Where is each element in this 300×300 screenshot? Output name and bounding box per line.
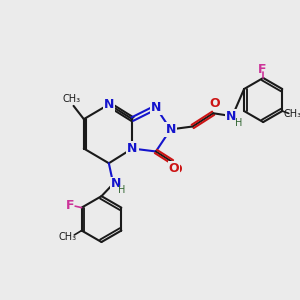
Text: O: O xyxy=(209,97,220,110)
Text: N: N xyxy=(104,98,114,111)
Text: N: N xyxy=(165,123,176,136)
Text: H: H xyxy=(235,118,242,128)
Text: CH₃: CH₃ xyxy=(62,94,81,104)
Text: N: N xyxy=(226,110,236,123)
Text: F: F xyxy=(257,63,266,76)
Text: N: N xyxy=(110,177,121,190)
Text: H: H xyxy=(118,185,126,195)
Text: O: O xyxy=(169,162,179,175)
Text: N: N xyxy=(127,142,137,155)
Text: CH₃: CH₃ xyxy=(284,109,300,119)
Text: N: N xyxy=(151,101,161,114)
Text: CH₃: CH₃ xyxy=(58,232,76,242)
Text: O: O xyxy=(171,163,182,176)
Text: F: F xyxy=(66,199,75,212)
